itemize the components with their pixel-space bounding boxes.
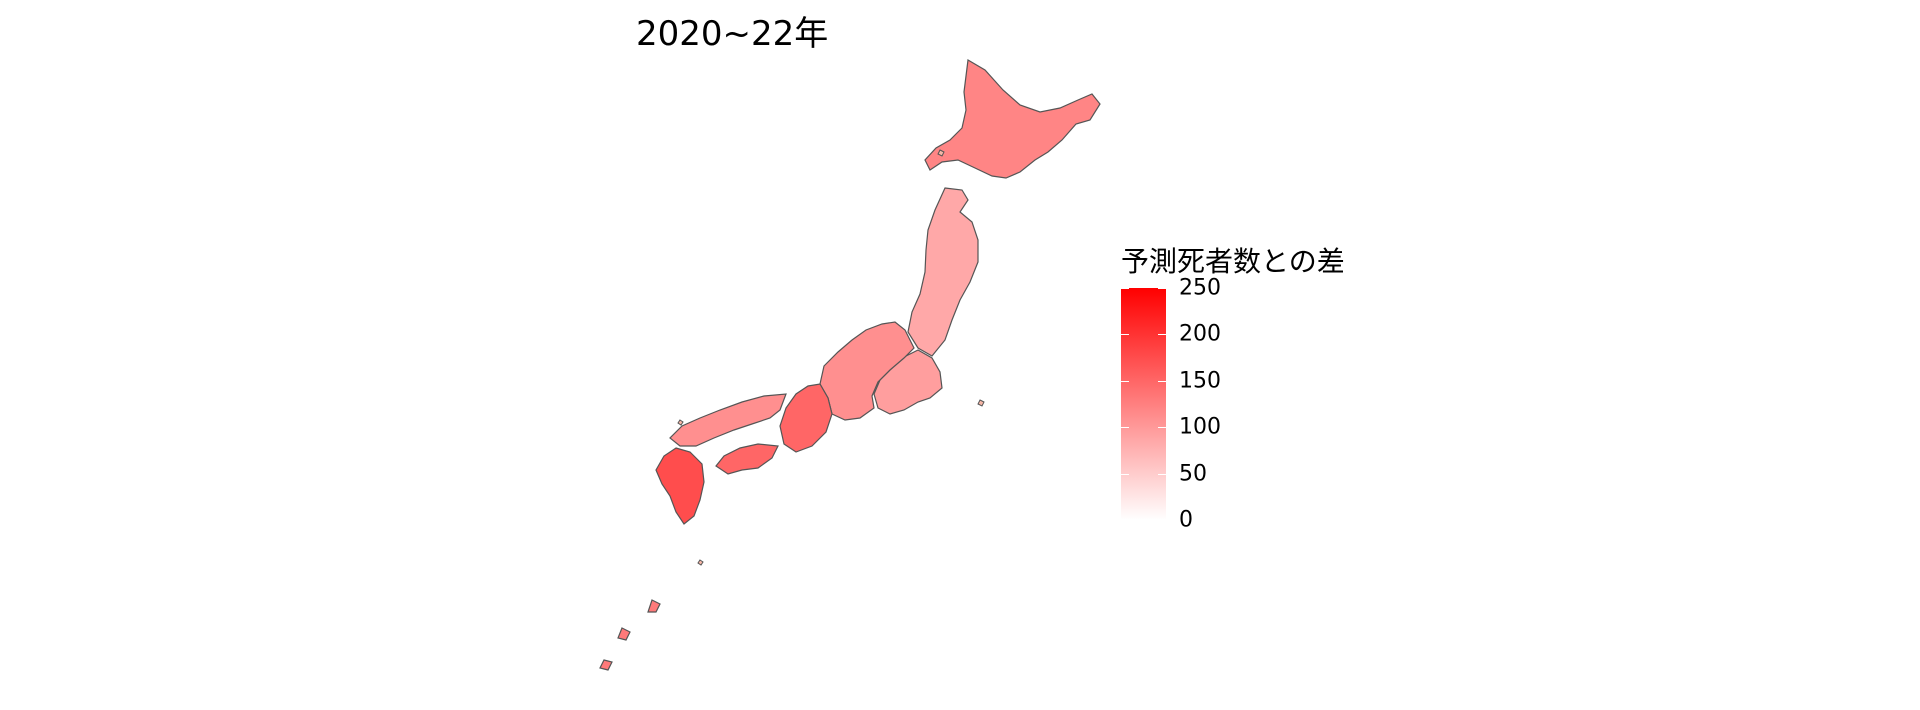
legend-title: 予測死者数との差: [1121, 245, 1345, 278]
legend-tick-label: 0: [1179, 507, 1193, 533]
legend-tick-mark: [1121, 380, 1129, 382]
legend-tick-mark: [1158, 380, 1166, 382]
legend-tick-label: 100: [1179, 414, 1221, 440]
map-title: 2020~22年: [636, 14, 829, 54]
legend-tick-mark: [1121, 520, 1129, 521]
region-hokkaido[interactable]: [924, 59, 1101, 179]
region-kyushu[interactable]: [655, 447, 705, 525]
legend-tick-mark: [1121, 288, 1129, 289]
legend-tick-mark: [1158, 334, 1166, 336]
legend-tick-mark: [1158, 473, 1166, 475]
legend-tick-mark: [1121, 473, 1129, 475]
legend-tick-mark: [1158, 520, 1166, 521]
legend-tick-label: 150: [1179, 368, 1221, 394]
color-legend: 予測死者数との差 250 200 150 100 50 0: [1121, 240, 1351, 540]
legend-tick-label: 200: [1179, 321, 1221, 347]
legend-tick-mark: [1158, 427, 1166, 429]
legend-tick-label: 250: [1179, 275, 1221, 301]
region-islands: [677, 149, 985, 566]
legend-tick-mark: [1121, 334, 1129, 336]
region-kinki[interactable]: [779, 383, 833, 453]
legend-tick-mark: [1121, 427, 1129, 429]
region-shikoku[interactable]: [715, 443, 779, 475]
region-chugoku[interactable]: [669, 393, 787, 447]
legend-tick-mark: [1158, 288, 1166, 289]
region-tohoku[interactable]: [907, 187, 979, 357]
legend-tick-label: 50: [1179, 461, 1207, 487]
region-okinawa[interactable]: [599, 599, 661, 671]
legend-color-bar: [1121, 288, 1166, 520]
